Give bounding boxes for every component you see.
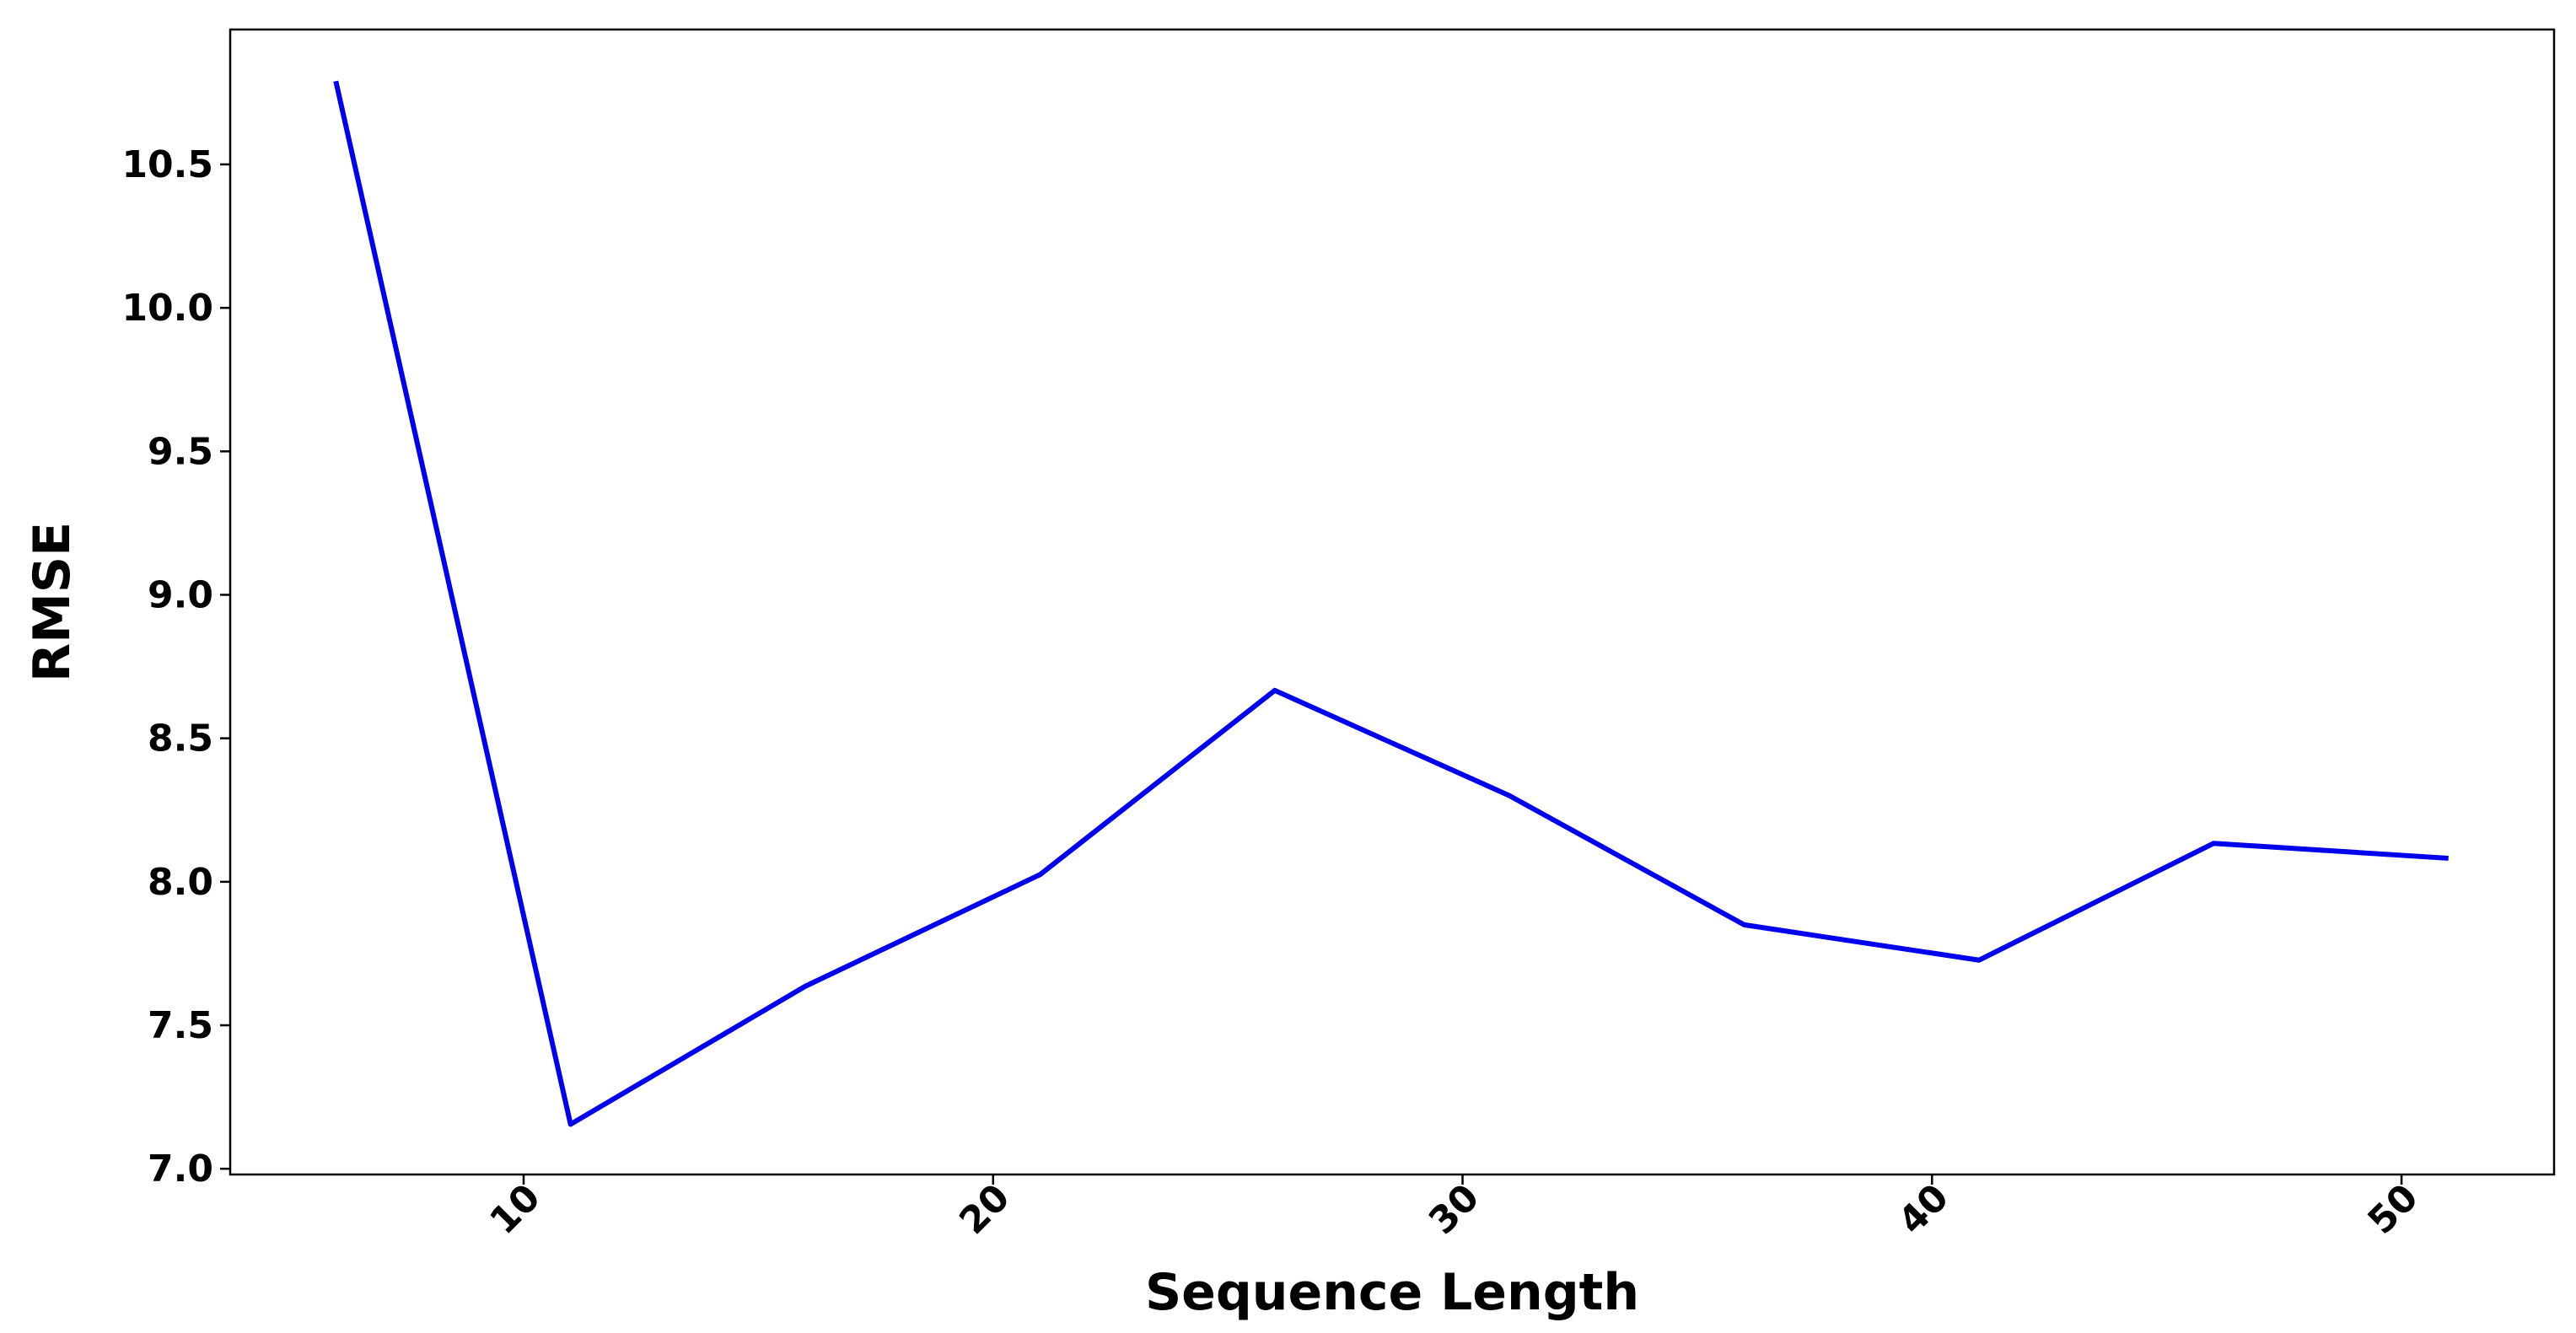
data-line	[333, 80, 2449, 1127]
x-tick-label: 10	[481, 1176, 548, 1243]
y-tick-label: 10.5	[121, 143, 213, 186]
x-tick-label: 30	[1421, 1176, 1487, 1243]
y-tick-label: 9.5	[148, 430, 213, 473]
x-tick-label: 20	[951, 1176, 1018, 1243]
x-tick-label: 50	[2359, 1176, 2426, 1243]
x-tick-label: 40	[1890, 1176, 1957, 1243]
y-tick-label: 9.0	[148, 573, 213, 616]
y-tick-label: 10.0	[121, 287, 213, 330]
y-tick-label: 7.5	[148, 1004, 213, 1047]
plot-frame	[229, 28, 2556, 1176]
y-axis-label: RMSE	[23, 522, 82, 682]
x-axis-label: Sequence Length	[1145, 1263, 1639, 1322]
y-tick-label: 7.0	[148, 1148, 213, 1191]
y-tick-label: 8.0	[148, 861, 213, 904]
y-tick-label: 8.5	[148, 718, 213, 761]
